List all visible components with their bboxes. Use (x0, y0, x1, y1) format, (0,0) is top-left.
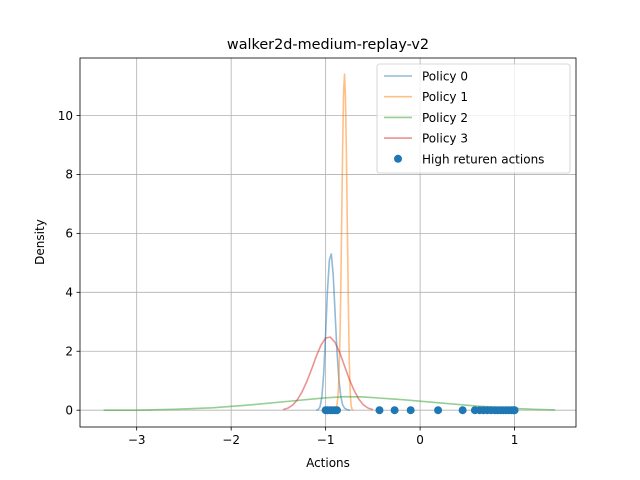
scatter-point (332, 406, 341, 415)
series-line-policy-3 (282, 336, 374, 411)
x-tick-label: −2 (222, 433, 240, 447)
legend: Policy 0 Policy 1 Policy 2 Policy 3 High ret… (376, 63, 571, 174)
legend-label: Policy 3 (422, 132, 468, 146)
y-tick-label: 2 (65, 345, 73, 359)
legend-scatter-swatch (394, 154, 402, 163)
x-tick-label: −1 (317, 433, 335, 447)
scatter-point (434, 406, 443, 415)
x-tick-label: 0 (416, 433, 424, 447)
scatter-point (510, 406, 519, 415)
y-tick-label: 0 (65, 404, 73, 418)
y-axis-label: Density (33, 219, 47, 265)
y-tick-label: 4 (65, 286, 73, 300)
x-axis-label: Actions (306, 456, 350, 470)
y-tick-label: 10 (58, 109, 73, 123)
x-tick-label: 1 (511, 433, 519, 447)
y-tick-label: 6 (65, 227, 73, 241)
scatter-point (375, 406, 384, 415)
scatter-point (458, 406, 467, 415)
x-tick-label: −3 (128, 433, 146, 447)
legend-label: Policy 0 (422, 70, 468, 84)
y-tick-label: 8 (65, 168, 73, 182)
scatter-point (406, 406, 415, 415)
legend-label: Policy 1 (422, 90, 468, 104)
axes-frame (79, 57, 577, 428)
legend-label: Policy 2 (422, 111, 468, 125)
plot-series (103, 73, 556, 415)
series-line-policy-0 (315, 253, 351, 411)
legend-box (376, 63, 571, 174)
chart-title: walker2d-medium-replay-v2 (227, 37, 429, 53)
scatter-point (390, 406, 399, 415)
legend-label: High returen actions (422, 152, 544, 166)
